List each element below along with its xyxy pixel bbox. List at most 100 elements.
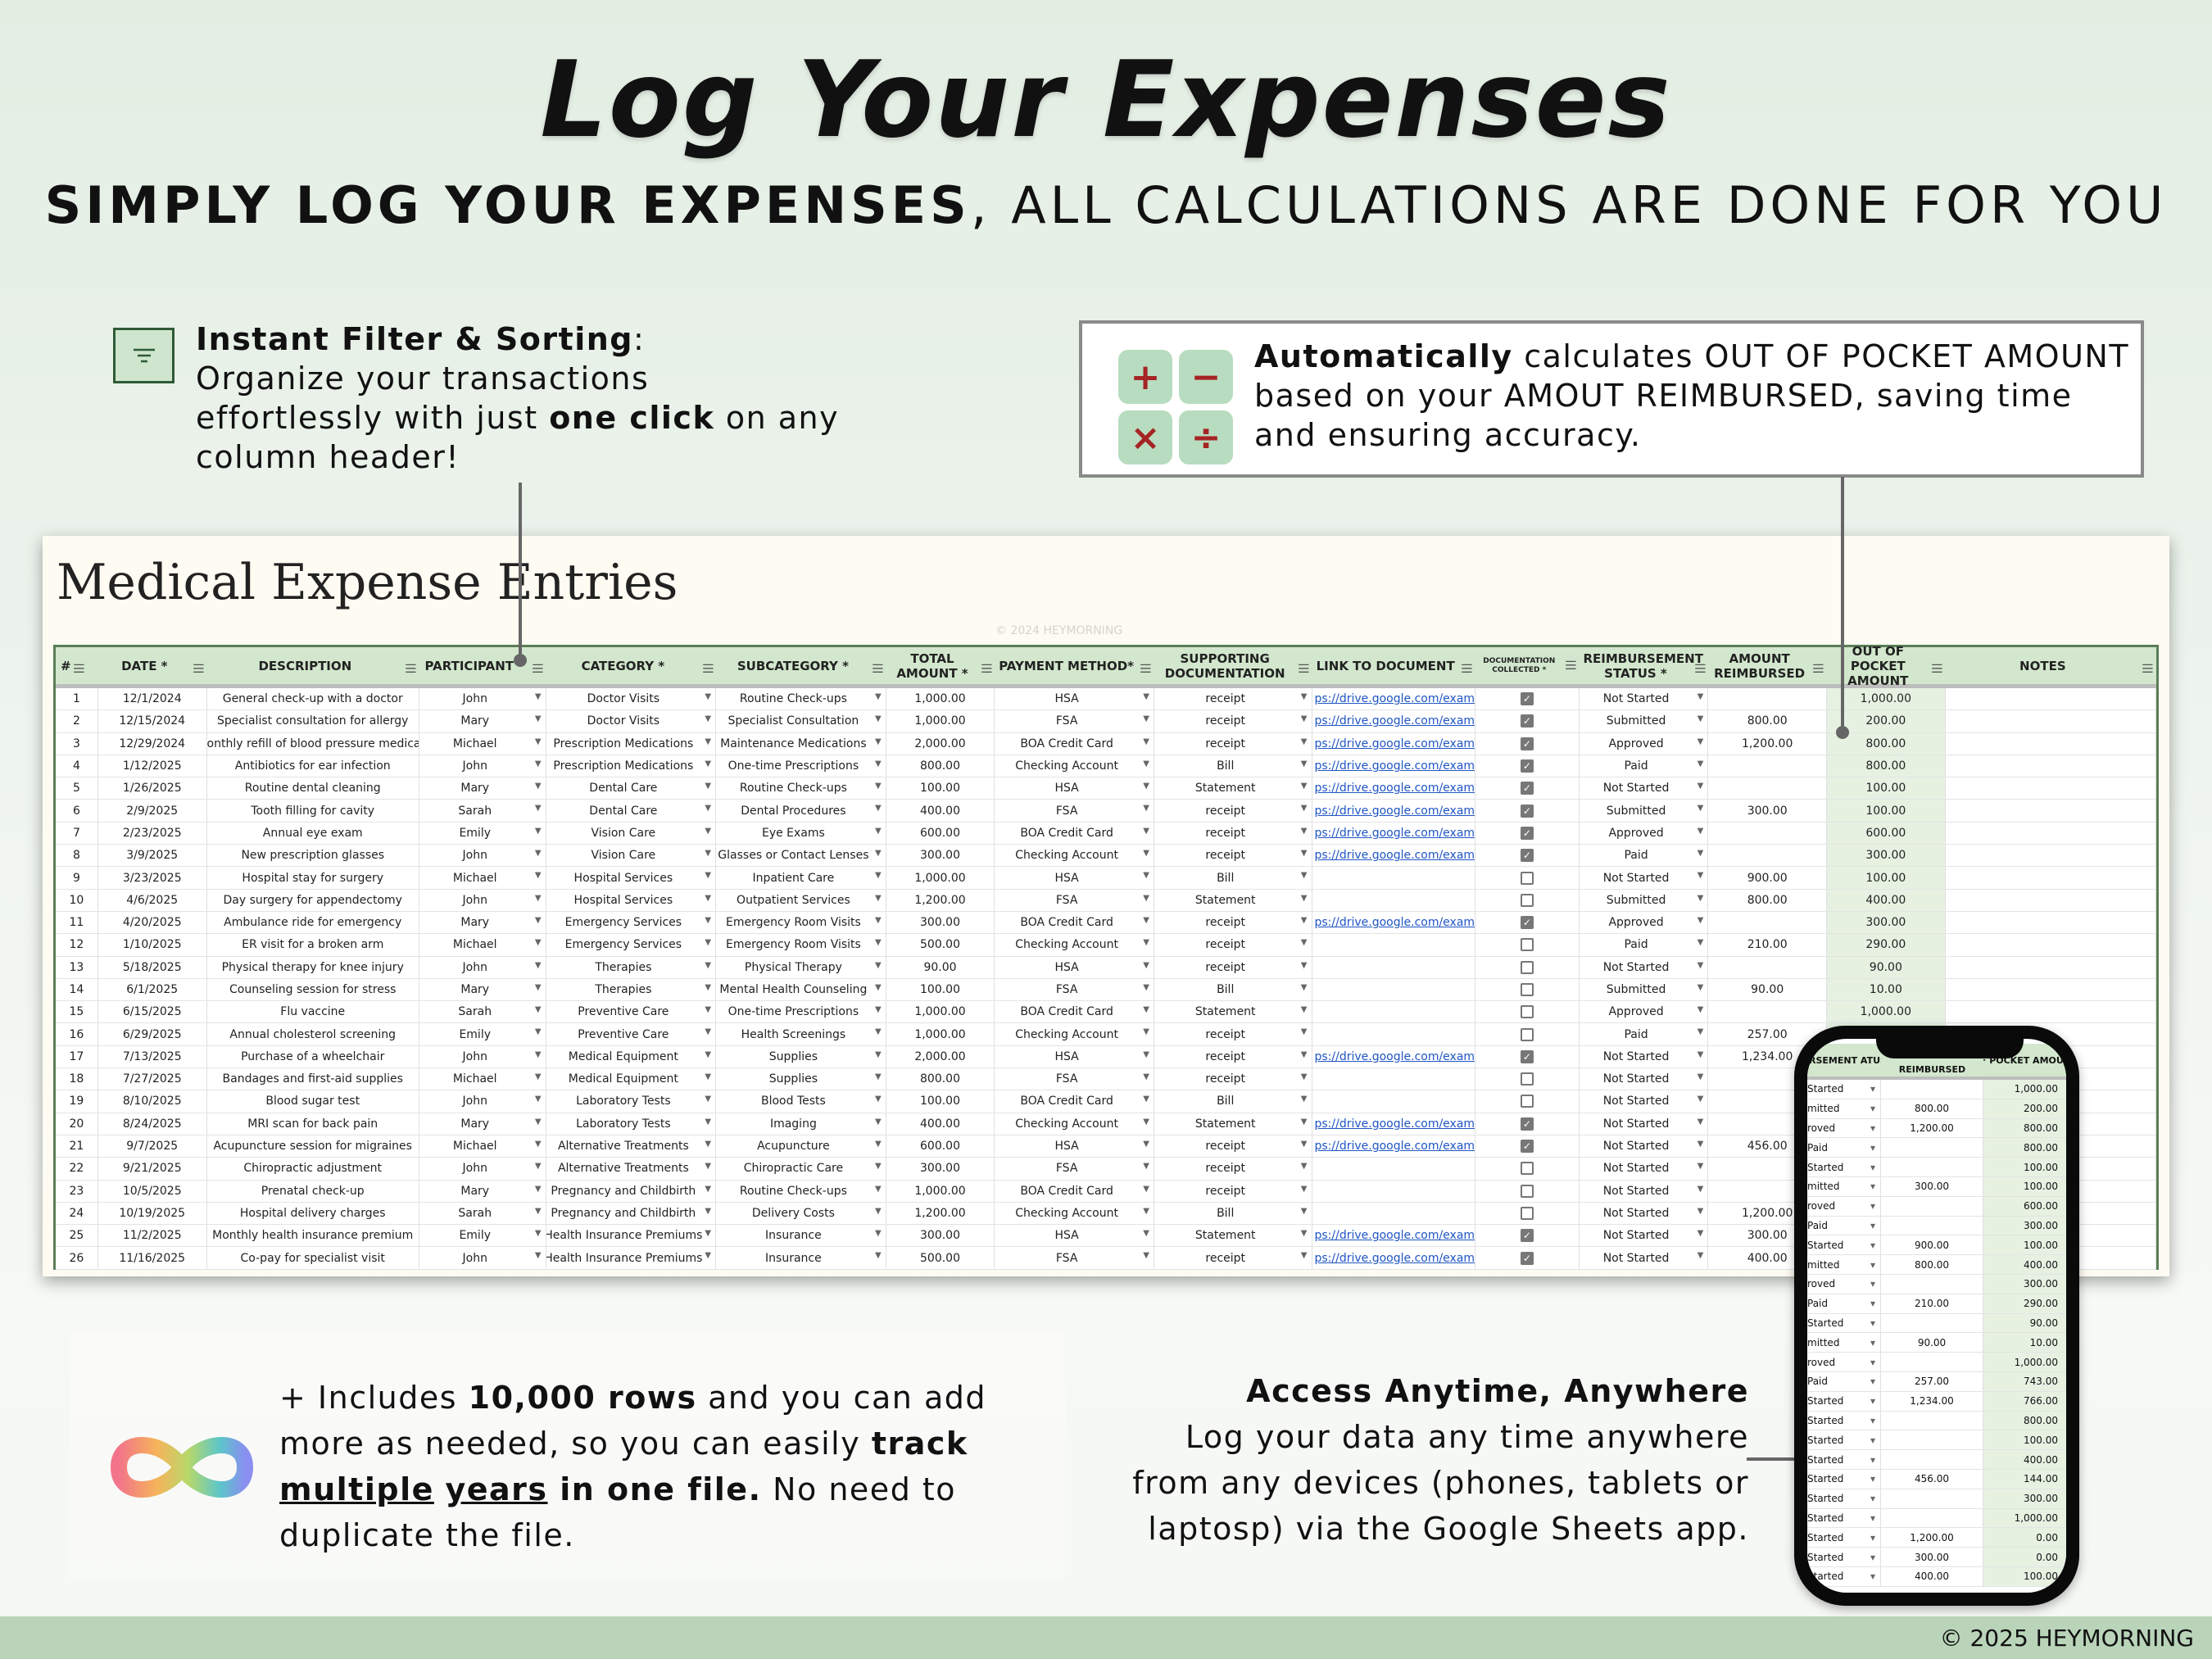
cell-date[interactable]: 6/29/2025 <box>98 1023 207 1045</box>
cell-participant[interactable]: Sarah ▼ <box>419 800 546 822</box>
cell-doc-collected[interactable] <box>1475 1202 1580 1225</box>
cell-notes[interactable] <box>1946 1045 2157 1068</box>
cell-category[interactable]: Hospital Services ▼ <box>546 867 717 889</box>
cell-doc-collected[interactable]: ✓ <box>1475 1113 1580 1135</box>
checkbox[interactable]: ✓ <box>1520 1251 1534 1265</box>
cell-doc-collected[interactable] <box>1475 1001 1580 1023</box>
cell-participant[interactable]: Mary ▼ <box>419 1113 546 1135</box>
phone-reimbursed[interactable] <box>1881 1353 1983 1371</box>
cell-status[interactable]: Paid ▼ <box>1580 1023 1709 1045</box>
checkbox[interactable] <box>1520 938 1534 952</box>
cell-category[interactable]: Prescription Medications ▼ <box>546 755 717 777</box>
checkbox[interactable] <box>1520 1005 1534 1019</box>
cell-notes[interactable] <box>1946 911 2157 934</box>
cell-link[interactable]: ps://drive.google.com/examp <box>1312 732 1476 755</box>
checkbox[interactable] <box>1520 893 1534 907</box>
dropdown-arrow-icon[interactable]: ▼ <box>1143 826 1149 836</box>
cell-link[interactable] <box>1312 956 1476 978</box>
dropdown-arrow-icon[interactable]: ▼ <box>705 1251 712 1261</box>
cell-payment-method[interactable]: BOA Credit Card ▼ <box>995 911 1154 934</box>
filter-icon[interactable]: ☰ <box>405 663 418 676</box>
cell-date[interactable]: 7/27/2025 <box>98 1068 207 1090</box>
dropdown-arrow-icon[interactable]: ▼ <box>534 759 542 768</box>
cell-status[interactable]: Not Started ▼ <box>1580 1225 1709 1247</box>
cell-category[interactable]: Doctor Visits ▼ <box>546 710 717 732</box>
phone-reimbursed[interactable] <box>1881 1196 1983 1216</box>
cell-total-amount[interactable]: 800.00 <box>886 1068 995 1090</box>
phone-status[interactable]: mitted ▾ <box>1807 1255 1881 1274</box>
cell-status[interactable]: Approved ▼ <box>1580 911 1709 934</box>
phone-status[interactable]: Paid ▾ <box>1807 1371 1881 1391</box>
cell-category[interactable]: Health Insurance Premiums ▼ <box>546 1247 717 1269</box>
phone-status[interactable]: Started ▾ <box>1807 1391 1881 1411</box>
cell-payment-method[interactable]: FSA ▼ <box>995 1158 1154 1180</box>
cell-total-amount[interactable]: 1,200.00 <box>886 1202 995 1225</box>
cell-status[interactable]: Not Started ▼ <box>1580 1045 1709 1068</box>
filter-icon[interactable]: ☰ <box>871 663 884 676</box>
cell-description[interactable]: Annual cholesterol screening <box>207 1023 419 1045</box>
cell-status[interactable]: Not Started ▼ <box>1580 1180 1709 1202</box>
cell-category[interactable]: Hospital Services ▼ <box>546 889 717 911</box>
cell-description[interactable]: Annual eye exam <box>207 822 419 845</box>
dropdown-arrow-icon[interactable]: ▼ <box>1697 714 1704 724</box>
cell-notes[interactable] <box>1946 889 2157 911</box>
column-header-row-number[interactable]: # ☰ <box>56 647 98 684</box>
dropdown-arrow-icon[interactable]: ▼ <box>874 1229 882 1239</box>
dropdown-arrow-icon[interactable]: ▼ <box>705 1049 712 1059</box>
phone-status[interactable]: Started ▾ <box>1807 1411 1881 1430</box>
cell-participant[interactable]: Sarah ▼ <box>419 1001 546 1023</box>
dropdown-arrow-icon[interactable]: ▼ <box>705 714 712 724</box>
cell-notes[interactable] <box>1946 1135 2157 1158</box>
dropdown-arrow-icon[interactable]: ▼ <box>1143 915 1149 925</box>
cell-link[interactable] <box>1312 1202 1476 1225</box>
cell-participant[interactable]: Mary ▼ <box>419 777 546 800</box>
dropdown-arrow-icon[interactable]: ▼ <box>1300 1027 1308 1037</box>
dropdown-arrow-icon[interactable]: ▼ <box>874 1095 882 1104</box>
column-header-date[interactable]: DATE * ☰ <box>98 647 207 684</box>
cell-date[interactable]: 10/5/2025 <box>98 1180 207 1202</box>
cell-status[interactable]: Not Started ▼ <box>1580 867 1709 889</box>
phone-status[interactable]: Paid ▾ <box>1807 1216 1881 1235</box>
dropdown-arrow-icon[interactable]: ▼ <box>874 938 882 948</box>
cell-date[interactable]: 3/23/2025 <box>98 867 207 889</box>
cell-participant[interactable]: John ▼ <box>419 889 546 911</box>
dropdown-arrow-icon[interactable]: ▼ <box>874 1184 882 1194</box>
dropdown-arrow-icon[interactable]: ▼ <box>874 1206 882 1216</box>
cell-date[interactable]: 12/1/2024 <box>98 688 207 710</box>
checkbox[interactable]: ✓ <box>1520 759 1534 773</box>
cell-date[interactable]: 12/29/2024 <box>98 732 207 755</box>
cell-date[interactable]: 7/13/2025 <box>98 1045 207 1068</box>
dropdown-arrow-icon[interactable]: ▼ <box>1300 915 1308 925</box>
cell-date[interactable]: 11/16/2025 <box>98 1247 207 1269</box>
cell-description[interactable]: ER visit for a broken arm <box>207 934 419 956</box>
cell-category[interactable]: Emergency Services ▼ <box>546 934 717 956</box>
column-header-category[interactable]: CATEGORY * ☰ <box>546 647 717 684</box>
dropdown-arrow-icon[interactable]: ▼ <box>874 759 882 768</box>
cell-category[interactable]: Laboratory Tests ▼ <box>546 1090 717 1113</box>
dropdown-arrow-icon[interactable]: ▼ <box>705 826 712 836</box>
cell-amount-reimbursed[interactable] <box>1708 956 1828 978</box>
cell-out-of-pocket[interactable]: 600.00 <box>1827 822 1946 845</box>
cell-participant[interactable]: Michael ▼ <box>419 934 546 956</box>
phone-status[interactable]: Started ▾ <box>1807 1313 1881 1333</box>
checkbox[interactable] <box>1520 960 1534 974</box>
dropdown-arrow-icon[interactable]: ▼ <box>1300 1139 1308 1149</box>
dropdown-arrow-icon[interactable]: ▼ <box>1697 960 1704 970</box>
cell-payment-method[interactable]: HSA ▼ <box>995 1135 1154 1158</box>
cell-subcategory[interactable]: Acupuncture ▼ <box>716 1135 886 1158</box>
dropdown-arrow-icon[interactable]: ▼ <box>1143 692 1149 701</box>
dropdown-arrow-icon[interactable]: ▾ <box>1870 1298 1875 1310</box>
cell-notes[interactable] <box>1946 800 2157 822</box>
cell-description[interactable]: Purchase of a wheelchair <box>207 1045 419 1068</box>
cell-amount-reimbursed[interactable] <box>1708 845 1828 867</box>
cell-category[interactable]: Medical Equipment ▼ <box>546 1068 717 1090</box>
checkbox[interactable]: ✓ <box>1520 1229 1534 1243</box>
cell-description[interactable]: Blood sugar test <box>207 1090 419 1113</box>
cell-payment-method[interactable]: FSA ▼ <box>995 978 1154 1001</box>
cell-subcategory[interactable]: Glasses or Contact Lenses ▼ <box>716 845 886 867</box>
dropdown-arrow-icon[interactable]: ▼ <box>1697 1229 1704 1239</box>
dropdown-arrow-icon[interactable]: ▼ <box>705 1072 712 1082</box>
dropdown-arrow-icon[interactable]: ▾ <box>1870 1200 1875 1213</box>
cell-amount-reimbursed[interactable]: 210.00 <box>1708 934 1828 956</box>
cell-status[interactable]: Submitted ▼ <box>1580 800 1709 822</box>
